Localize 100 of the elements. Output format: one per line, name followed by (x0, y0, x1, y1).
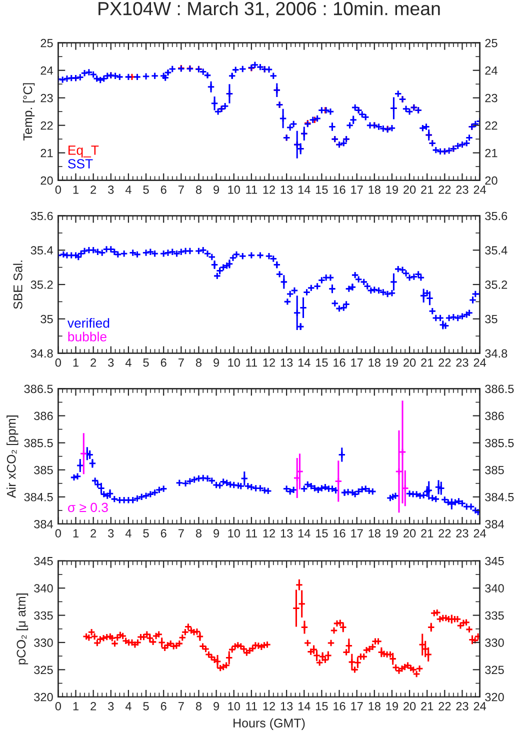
x-tick-label: 11 (246, 702, 257, 710)
legend-label: bubble (68, 332, 106, 342)
text: SST (68, 159, 93, 168)
x-tick-label: 18 (368, 358, 380, 367)
x-tick-label: 5 (143, 186, 149, 194)
x-tick-label: 16 (334, 185, 346, 194)
x-tick-label: 23 (456, 529, 468, 538)
x-tick-label: 9 (214, 358, 220, 367)
x-tick-label: 23 (456, 702, 468, 710)
y-tick-label: 21 (40, 148, 53, 158)
x-tick-label: 2 (90, 358, 96, 367)
x-tick-label: 6 (160, 529, 166, 538)
x-tick-label: 4 (125, 358, 132, 367)
x-tick-label: 23 (456, 185, 468, 194)
x-tick-label: 3 (108, 358, 114, 367)
x-tick-label: 23 (456, 358, 468, 367)
y2-tick-label: 35.6 (485, 212, 508, 220)
x-tick-label: 8 (196, 185, 202, 194)
x-tick-label: 16 (334, 702, 346, 710)
x-tick-label: 13 (280, 702, 293, 710)
x-tick-label: 24 (474, 529, 486, 538)
y-tick-label: 34.8 (30, 349, 53, 358)
x-tick-label: 9 (214, 529, 220, 538)
x-tick-label: 22 (438, 529, 451, 538)
x-tick-label: 7 (178, 702, 184, 710)
x-tick-label: 0 (55, 185, 62, 194)
chart-title: PX104W : March 31, 2006 : 10min. mean (98, 1, 440, 18)
y2-tick-label: 330 (485, 638, 504, 647)
x-tick-label: 21 (421, 358, 434, 367)
x-tick-label: 20 (404, 529, 416, 538)
text: Eq_T (68, 146, 99, 158)
x-tick-label: 10 (228, 702, 240, 710)
x-tick-label: 2 (90, 185, 96, 194)
x-tick-label: 6 (160, 702, 166, 710)
x-tick-label: 8 (196, 358, 202, 367)
y2-tick-label: 34.8 (485, 349, 508, 358)
x-tick-label: 1 (73, 702, 78, 710)
x-tick-label: 5 (143, 702, 149, 710)
x-tick-label: 3 (108, 185, 114, 194)
x-tick-label: 17 (351, 186, 363, 194)
y-tick-label: 35.2 (30, 280, 53, 289)
x-tick-label: 17 (351, 358, 363, 367)
y2-tick-label: 325 (485, 666, 504, 674)
y-tick-label: 23 (40, 94, 53, 102)
y-tick-label: 384.5 (24, 492, 53, 502)
text: verified (67, 318, 110, 328)
y-tick-label: 385 (34, 466, 53, 474)
x-tick-label: 20 (404, 358, 416, 367)
text: σ ≥ 0.3 (68, 502, 108, 512)
x-tick-label: 14 (298, 358, 310, 367)
x-tick-label: 8 (196, 702, 202, 710)
y-tick-label: 22 (40, 121, 53, 130)
y2-tick-label: 384.5 (485, 492, 514, 502)
x-tick-label: 19 (386, 358, 398, 367)
x-tick-label: 16 (334, 529, 346, 538)
x-tick-label: 5 (143, 358, 149, 367)
x-tick-label: 4 (125, 702, 132, 710)
y-tick-label: 345 (34, 556, 53, 566)
y-tick-label: 340 (34, 584, 53, 592)
y2-tick-label: 340 (485, 584, 504, 592)
x-tick-label: 4 (125, 529, 132, 538)
x-tick-label: 24 (474, 702, 486, 710)
y-tick-label: 386 (34, 412, 53, 420)
x-tick-label: 19 (386, 529, 398, 538)
y2-tick-label: 35.4 (485, 246, 508, 255)
x-tick-label: 21 (421, 702, 434, 710)
x-tick-label: 8 (196, 529, 202, 538)
x-tick-label: 0 (55, 702, 62, 710)
y2-tick-label: 385 (485, 466, 504, 474)
x-tick-label: 7 (178, 186, 184, 194)
x-tick-label: 3 (108, 702, 114, 710)
x-tick-label: 9 (214, 702, 220, 710)
y2-tick-label: 345 (485, 556, 504, 566)
x-tick-label: 22 (438, 358, 451, 367)
y2-tick-label: 22 (485, 121, 498, 130)
x-tick-label: 12 (263, 358, 275, 367)
x-tick-label: 18 (368, 702, 380, 710)
y-axis-title: Temp. [°C] (22, 83, 35, 141)
x-tick-label: 13 (280, 529, 293, 538)
y2-tick-label: 35 (485, 314, 498, 324)
y2-tick-label: 23 (485, 94, 498, 102)
y2-tick-label: 35.2 (485, 280, 508, 289)
x-tick-label: 14 (298, 529, 310, 538)
y-axis-title: SBE Sal. (13, 260, 22, 309)
y-tick-label: 25 (40, 38, 53, 48)
x-tick-label: 22 (438, 702, 451, 710)
x-tick-label: 0 (55, 529, 62, 538)
y2-tick-label: 320 (485, 692, 504, 702)
x-tick-label: 2 (90, 702, 96, 710)
x-tick-label: 17 (351, 702, 363, 710)
y-tick-label: 35.6 (30, 212, 53, 220)
x-tick-label: 21 (421, 185, 434, 194)
y-axis-title: pCO₂ [μ atm] (16, 594, 28, 664)
x-tick-label: 18 (368, 529, 380, 538)
y-tick-label: 35.4 (30, 246, 53, 255)
x-tick-label: 13 (280, 185, 293, 194)
x-tick-label: 15 (316, 186, 328, 194)
x-tick-label: 12 (263, 185, 275, 194)
x-tick-label: 2 (90, 529, 96, 538)
x-tick-label: 6 (160, 358, 166, 367)
